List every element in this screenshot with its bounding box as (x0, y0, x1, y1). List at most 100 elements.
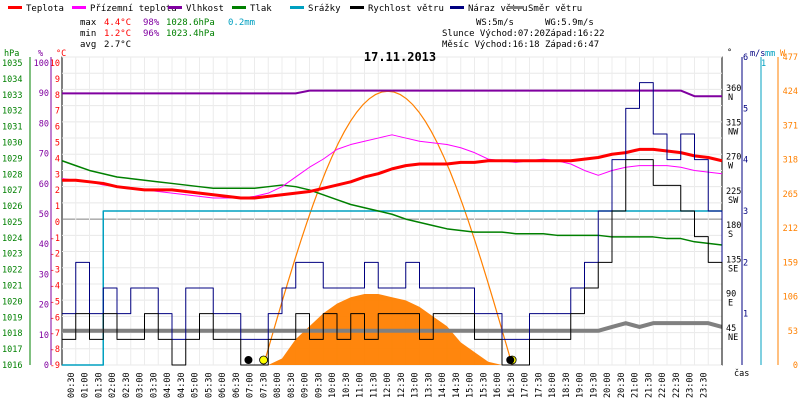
hpa-tick-label: 1035 (2, 59, 22, 69)
wind-gust-info: WG:5.9m/s (545, 18, 594, 28)
unit-degc: °C (56, 49, 66, 59)
legend-swatch (168, 6, 182, 9)
series-vlhkost-line (62, 89, 722, 98)
x-tick-label: 02:00 (108, 372, 118, 398)
x-tick-label: 14:00 (438, 372, 448, 398)
hpa-tick-label: 1025 (2, 218, 22, 228)
stat-min-label: min (80, 29, 96, 39)
wind-ms-tick-label: 1 (743, 310, 748, 320)
solar-w-tick-label: 318 (783, 156, 798, 166)
pct-tick-label: 90 (39, 89, 49, 99)
legend-swatch (72, 6, 86, 9)
stat-min-press: 1023.4hPa (166, 29, 215, 39)
stat-max-rain: 0.2mm (228, 18, 255, 28)
ms-top-tick: 1 (761, 59, 766, 69)
temp-tick-label: 0 (55, 218, 60, 228)
x-tick-label: 15:30 (479, 372, 489, 398)
legend-swatch (232, 6, 246, 9)
sunrise-info: Slunce Východ:07:20 (442, 29, 545, 39)
legend: Teplota Přízemní teplota Vlhkost Tlak Srážky… (8, 4, 582, 14)
temp-tick-label: -4 (50, 282, 60, 292)
hpa-tick-label: 1016 (2, 361, 22, 371)
x-tick-label: 09:30 (314, 372, 324, 398)
direction-tick-label: 135 (726, 255, 741, 265)
wind-ms-tick-label: 2 (743, 258, 748, 268)
stat-min-hum: 96% (143, 29, 160, 39)
x-tick-label: 19:30 (589, 372, 599, 398)
stat-avg-label: avg (80, 40, 96, 50)
x-tick-label: 00:30 (67, 372, 77, 398)
x-tick-label: 09:00 (301, 372, 311, 398)
solar-w-tick-label: 477 (783, 53, 798, 63)
unit-ms: m/s (750, 49, 765, 59)
x-tick-label: 23:30 (699, 372, 709, 398)
temp-tick-label: 8 (55, 91, 60, 101)
hpa-tick-label: 1030 (2, 138, 22, 148)
x-tick-label: 13:30 (424, 372, 434, 398)
hpa-tick-label: 1017 (2, 345, 22, 355)
legend-swatch (290, 6, 304, 9)
moonrise-info: Měsíc Východ:16:18 (442, 40, 540, 50)
x-tick-label: 08:00 (273, 372, 283, 398)
series-naraz-vetru-line (62, 82, 723, 365)
x-tick-label: 10:00 (328, 372, 338, 398)
x-tick-label: 01:30 (94, 372, 104, 398)
direction-tick-label: 45 (726, 324, 736, 334)
legend-swatch (450, 6, 464, 9)
solar-w-tick-label: 53 (788, 327, 798, 337)
x-tick-label: 21:30 (644, 372, 654, 398)
unit-w: W (780, 49, 786, 59)
x-tick-label: 16:30 (507, 372, 517, 398)
solar-w-tick-label: 106 (783, 293, 798, 303)
sun-marker (259, 355, 268, 365)
direction-compass-label: N (728, 93, 733, 103)
x-tick-label: 23:00 (686, 372, 696, 398)
temp-tick-label: 7 (55, 107, 60, 117)
x-tick-label: 05:30 (204, 372, 214, 398)
temp-tick-label: 3 (55, 170, 60, 180)
unit-mm: mm (765, 49, 775, 59)
x-tick-label: 18:00 (548, 372, 558, 398)
moon-marker (506, 356, 515, 364)
x-tick-label: 05:00 (191, 372, 201, 398)
x-tick-label: 21:00 (631, 372, 641, 398)
legend-label: Teplota (26, 4, 64, 14)
x-tick-label: 20:30 (617, 372, 627, 398)
hpa-tick-label: 1021 (2, 282, 22, 292)
pct-tick-label: 100 (34, 59, 49, 69)
temp-tick-label: -8 (50, 345, 60, 355)
x-tick-label: 07:30 (259, 372, 269, 398)
stat-max-hum: 98% (143, 18, 160, 28)
direction-compass-label: SW (728, 196, 739, 206)
hpa-tick-label: 1033 (2, 91, 22, 101)
series-rychlost-vetru-line (62, 159, 723, 366)
temp-tick-label: 10 (50, 59, 60, 69)
x-axis-label: čas (734, 368, 749, 379)
x-tick-label: 11:00 (356, 372, 366, 398)
temp-tick-label: 9 (55, 75, 60, 85)
hpa-tick-label: 1026 (2, 202, 22, 212)
legend-label: Rychlost větru (368, 4, 444, 14)
pct-tick-label: 60 (39, 180, 49, 190)
direction-compass-label: W (728, 162, 734, 172)
legend-swatch (510, 6, 524, 9)
x-tick-label: 02:30 (122, 372, 132, 398)
series-teplota-line (62, 147, 723, 200)
direction-compass-label: E (728, 299, 733, 309)
hpa-tick-label: 1024 (2, 234, 22, 244)
direction-tick-label: 180 (726, 221, 741, 231)
x-tick-label: 01:00 (81, 372, 91, 398)
hpa-tick-label: 1031 (2, 123, 22, 133)
legend-swatch (8, 6, 22, 9)
direction-tick-label: 90 (726, 290, 736, 300)
x-tick-label: 08:30 (287, 372, 297, 398)
wind-ms-tick-label: 3 (743, 207, 748, 217)
legend-label: Vlhkost (186, 4, 224, 14)
x-tick-label: 04:30 (177, 372, 187, 398)
solar-w-tick-label: 159 (783, 258, 798, 268)
temp-tick-label: -1 (50, 234, 60, 244)
stat-avg-temp: 2.7°C (104, 40, 131, 50)
temp-tick-label: 4 (55, 154, 60, 164)
hpa-tick-label: 1019 (2, 313, 22, 323)
